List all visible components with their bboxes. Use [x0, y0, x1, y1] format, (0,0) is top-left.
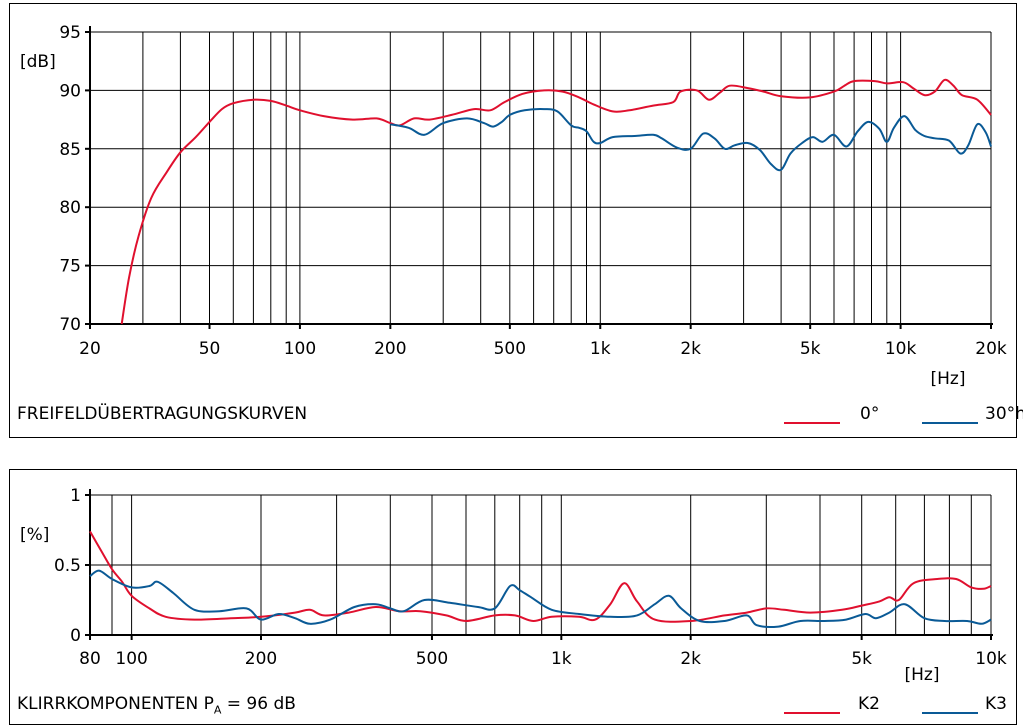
series-line: [89, 530, 992, 623]
distortion-chart: 0 0.5 1 80 100 200 500 1k 2k 5k 10k [Hz] [%]: [20, 486, 1007, 685]
distortion-caption-tail: = 96 dB: [221, 694, 296, 714]
y-tick-label: 80: [59, 198, 81, 218]
gridlines: [90, 494, 992, 636]
x-tick-label: 200: [374, 339, 406, 359]
legend-0deg-swatch: [784, 422, 840, 424]
series-secondary: [89, 569, 992, 628]
legend-k3-swatch: [922, 712, 978, 714]
distortion-caption-subscript: A: [213, 703, 222, 717]
y-tick-label: 75: [59, 257, 81, 277]
series-line: [89, 569, 992, 628]
legend-30deg-swatch: [922, 422, 978, 424]
y-axis-title: [dB]: [20, 52, 56, 72]
series-line: [120, 78, 992, 325]
x-tick-label: 10k: [975, 649, 1007, 669]
x-tick-label: 10k: [885, 339, 917, 359]
gridlines: [90, 31, 992, 325]
x-tick-label: 100: [284, 339, 316, 359]
y-tick-label: 90: [59, 81, 81, 101]
series-primary: [120, 78, 992, 325]
x-tick-label: 20k: [975, 339, 1007, 359]
distortion-caption: KLIRRKOMPONENTEN PA = 96 dB: [17, 694, 296, 716]
x-tick-label: 100: [115, 649, 147, 669]
x-tick-label: 5k: [800, 339, 821, 359]
x-tick-label: 2k: [680, 649, 701, 669]
series-secondary: [390, 108, 992, 172]
x-tick-label: 500: [416, 649, 448, 669]
legend-0deg-label: 0°: [860, 404, 880, 424]
legend-k3-label: K3: [985, 694, 1007, 714]
frequency-response-panel: 70 75 80 85 90 95 20 50 100 200 500 1k 2k 5k 10k 20k [Hz…: [9, 3, 1023, 438]
x-axis-title: [Hz]: [931, 369, 966, 389]
y-tick-label: 85: [59, 140, 81, 160]
x-tick-label: 1k: [551, 649, 572, 669]
x-tick-label: 500: [494, 339, 526, 359]
legend-k2-swatch: [784, 712, 840, 714]
distortion-caption-main: KLIRRKOMPONENTEN P: [17, 694, 214, 714]
x-tick-label: 50: [199, 339, 221, 359]
x-tick-label: 1k: [590, 339, 611, 359]
x-axis-title: [Hz]: [905, 665, 940, 685]
x-tick-label: 200: [245, 649, 277, 669]
y-tick-label: 70: [59, 315, 81, 335]
series-line: [390, 108, 992, 172]
y-tick-label: 95: [59, 23, 81, 43]
y-axis-title: [%]: [20, 525, 49, 545]
x-tick-label: 5k: [851, 649, 872, 669]
legend-k2-label: K2: [858, 694, 880, 714]
y-tick-label: 0: [70, 626, 81, 646]
x-tick-label: 20: [79, 339, 101, 359]
legend-30deg-label: 30°h: [985, 404, 1023, 424]
series-primary: [89, 530, 992, 623]
y-tick-label: 0.5: [54, 556, 81, 576]
x-tick-label: 80: [79, 649, 101, 669]
x-tick-label: 2k: [680, 339, 701, 359]
distortion-panel: 0 0.5 1 80 100 200 500 1k 2k 5k 10k [Hz] [%] KLIRRKO…: [9, 469, 1017, 725]
y-tick-label: 1: [70, 486, 81, 506]
frequency-response-chart: 70 75 80 85 90 95 20 50 100 200 500 1k 2k 5k 10k 20k [Hz…: [20, 23, 1007, 389]
frequency-response-caption: FREIFELDÜBERTRAGUNGSKURVEN: [17, 404, 308, 424]
